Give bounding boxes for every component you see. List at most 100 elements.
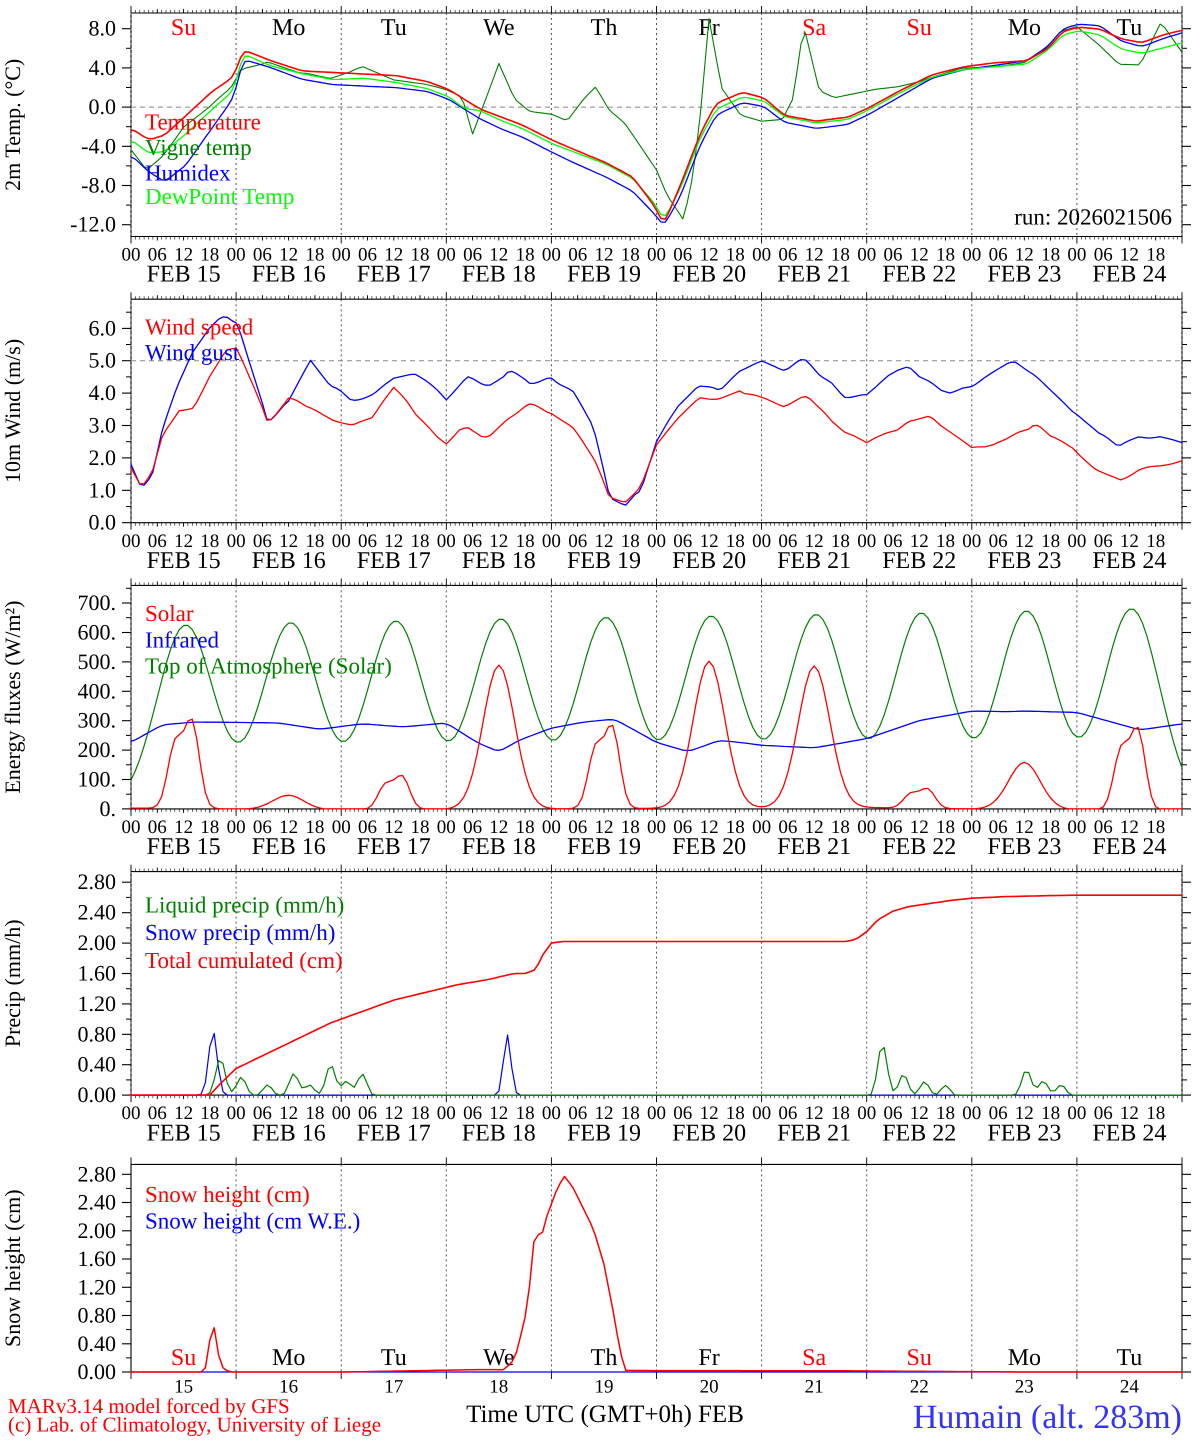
- svg-text:Precip (mm/h): Precip (mm/h): [0, 919, 25, 1047]
- svg-text:FEB 15: FEB 15: [147, 548, 221, 574]
- svg-text:1.60: 1.60: [78, 1246, 117, 1271]
- svg-text:2.0: 2.0: [89, 445, 117, 470]
- svg-text:18: 18: [489, 1376, 508, 1397]
- svg-text:00: 00: [437, 817, 456, 838]
- svg-text:FEB 20: FEB 20: [672, 548, 746, 574]
- svg-text:00: 00: [857, 1103, 876, 1124]
- svg-text:FEB 23: FEB 23: [987, 262, 1061, 288]
- svg-text:00: 00: [1067, 1103, 1086, 1124]
- svg-text:FEB 24: FEB 24: [1092, 834, 1166, 860]
- svg-text:FEB 15: FEB 15: [147, 262, 221, 288]
- svg-text:FEB 19: FEB 19: [567, 262, 641, 288]
- svg-text:Vigne temp: Vigne temp: [145, 135, 252, 160]
- svg-text:10m Wind (m/s): 10m Wind (m/s): [0, 339, 25, 483]
- svg-text:4.0: 4.0: [89, 55, 117, 80]
- svg-text:0.00: 0.00: [78, 1359, 117, 1384]
- svg-text:2.80: 2.80: [78, 869, 117, 894]
- svg-text:Su: Su: [907, 1345, 932, 1371]
- svg-text:0.00: 0.00: [78, 1082, 117, 1107]
- svg-text:Sa: Sa: [802, 15, 826, 41]
- svg-text:run: 2026021506: run: 2026021506: [1014, 205, 1172, 230]
- svg-text:FEB 22: FEB 22: [882, 1120, 956, 1146]
- svg-text:Snow height (cm): Snow height (cm): [0, 1189, 25, 1347]
- svg-text:We: We: [483, 1345, 514, 1371]
- svg-text:Tu: Tu: [381, 15, 407, 41]
- svg-text:FEB 17: FEB 17: [357, 548, 431, 574]
- svg-text:Mo: Mo: [1008, 1345, 1041, 1371]
- svg-text:100.: 100.: [78, 767, 117, 792]
- svg-text:Top of Atmosphere (Solar): Top of Atmosphere (Solar): [145, 654, 392, 679]
- svg-text:Sa: Sa: [802, 1345, 826, 1371]
- svg-text:2.00: 2.00: [78, 930, 117, 955]
- svg-text:FEB 21: FEB 21: [777, 834, 851, 860]
- svg-text:FEB 23: FEB 23: [987, 548, 1061, 574]
- svg-text:FEB 16: FEB 16: [252, 262, 326, 288]
- svg-text:00: 00: [752, 817, 771, 838]
- svg-text:00: 00: [437, 1103, 456, 1124]
- svg-text:(c) Lab. of Climatology, Unive: (c) Lab. of Climatology, University of L…: [8, 1413, 381, 1437]
- svg-text:Humain (alt. 283m): Humain (alt. 283m): [913, 1399, 1182, 1436]
- svg-text:00: 00: [962, 1103, 981, 1124]
- svg-text:-4.0: -4.0: [81, 133, 116, 158]
- svg-text:Wind speed: Wind speed: [145, 314, 254, 339]
- svg-text:0.80: 0.80: [78, 1021, 117, 1046]
- svg-text:2.40: 2.40: [78, 900, 117, 925]
- svg-text:00: 00: [647, 531, 666, 552]
- svg-text:FEB 15: FEB 15: [147, 834, 221, 860]
- svg-text:FEB 17: FEB 17: [357, 1120, 431, 1146]
- svg-text:Mo: Mo: [272, 15, 305, 41]
- svg-text:FEB 18: FEB 18: [462, 548, 536, 574]
- svg-text:00: 00: [332, 531, 351, 552]
- svg-text:500.: 500.: [78, 649, 117, 674]
- svg-text:FEB 21: FEB 21: [777, 262, 851, 288]
- svg-text:600.: 600.: [78, 620, 117, 645]
- svg-text:21: 21: [805, 1376, 824, 1397]
- svg-text:Tu: Tu: [1116, 15, 1142, 41]
- svg-text:-12.0: -12.0: [70, 212, 116, 237]
- svg-text:00: 00: [122, 245, 141, 266]
- svg-text:Infrared: Infrared: [145, 627, 220, 652]
- svg-text:Liquid precip (mm/h): Liquid precip (mm/h): [145, 892, 344, 917]
- svg-text:00: 00: [857, 245, 876, 266]
- svg-text:FEB 17: FEB 17: [357, 834, 431, 860]
- svg-text:00: 00: [542, 245, 561, 266]
- svg-text:FEB 19: FEB 19: [567, 548, 641, 574]
- svg-text:00: 00: [227, 245, 246, 266]
- svg-text:Snow precip (mm/h): Snow precip (mm/h): [145, 920, 335, 945]
- svg-text:FEB 19: FEB 19: [567, 1120, 641, 1146]
- svg-text:00: 00: [122, 817, 141, 838]
- svg-text:Solar: Solar: [145, 601, 194, 626]
- svg-text:00: 00: [1067, 245, 1086, 266]
- svg-text:8.0: 8.0: [89, 16, 117, 41]
- svg-text:FEB 21: FEB 21: [777, 1120, 851, 1146]
- svg-text:1.20: 1.20: [78, 1274, 117, 1299]
- svg-text:700.: 700.: [78, 590, 117, 615]
- svg-text:Wind gust: Wind gust: [145, 340, 240, 365]
- svg-text:Humidex: Humidex: [145, 160, 231, 185]
- svg-text:00: 00: [332, 245, 351, 266]
- svg-text:00: 00: [332, 817, 351, 838]
- svg-text:-8.0: -8.0: [81, 173, 116, 198]
- svg-text:400.: 400.: [78, 678, 117, 703]
- svg-text:4.0: 4.0: [89, 380, 117, 405]
- svg-text:Tu: Tu: [1116, 1345, 1142, 1371]
- svg-text:00: 00: [1067, 817, 1086, 838]
- svg-text:FEB 23: FEB 23: [987, 1120, 1061, 1146]
- svg-text:Time UTC (GMT+0h) FEB: Time UTC (GMT+0h) FEB: [466, 1401, 744, 1428]
- svg-text:00: 00: [962, 531, 981, 552]
- svg-text:FEB 15: FEB 15: [147, 1120, 221, 1146]
- svg-text:00: 00: [647, 1103, 666, 1124]
- svg-text:FEB 18: FEB 18: [462, 1120, 536, 1146]
- svg-text:2.00: 2.00: [78, 1218, 117, 1243]
- svg-text:DewPoint Temp: DewPoint Temp: [145, 184, 294, 209]
- svg-text:300.: 300.: [78, 708, 117, 733]
- svg-text:00: 00: [647, 817, 666, 838]
- svg-text:FEB 16: FEB 16: [252, 834, 326, 860]
- svg-text:1.60: 1.60: [78, 961, 117, 986]
- svg-text:Mo: Mo: [1008, 15, 1041, 41]
- svg-text:23: 23: [1015, 1376, 1034, 1397]
- svg-text:00: 00: [122, 1103, 141, 1124]
- svg-text:2m Temp. (°C): 2m Temp. (°C): [0, 59, 25, 191]
- svg-text:FEB 20: FEB 20: [672, 834, 746, 860]
- svg-text:00: 00: [752, 531, 771, 552]
